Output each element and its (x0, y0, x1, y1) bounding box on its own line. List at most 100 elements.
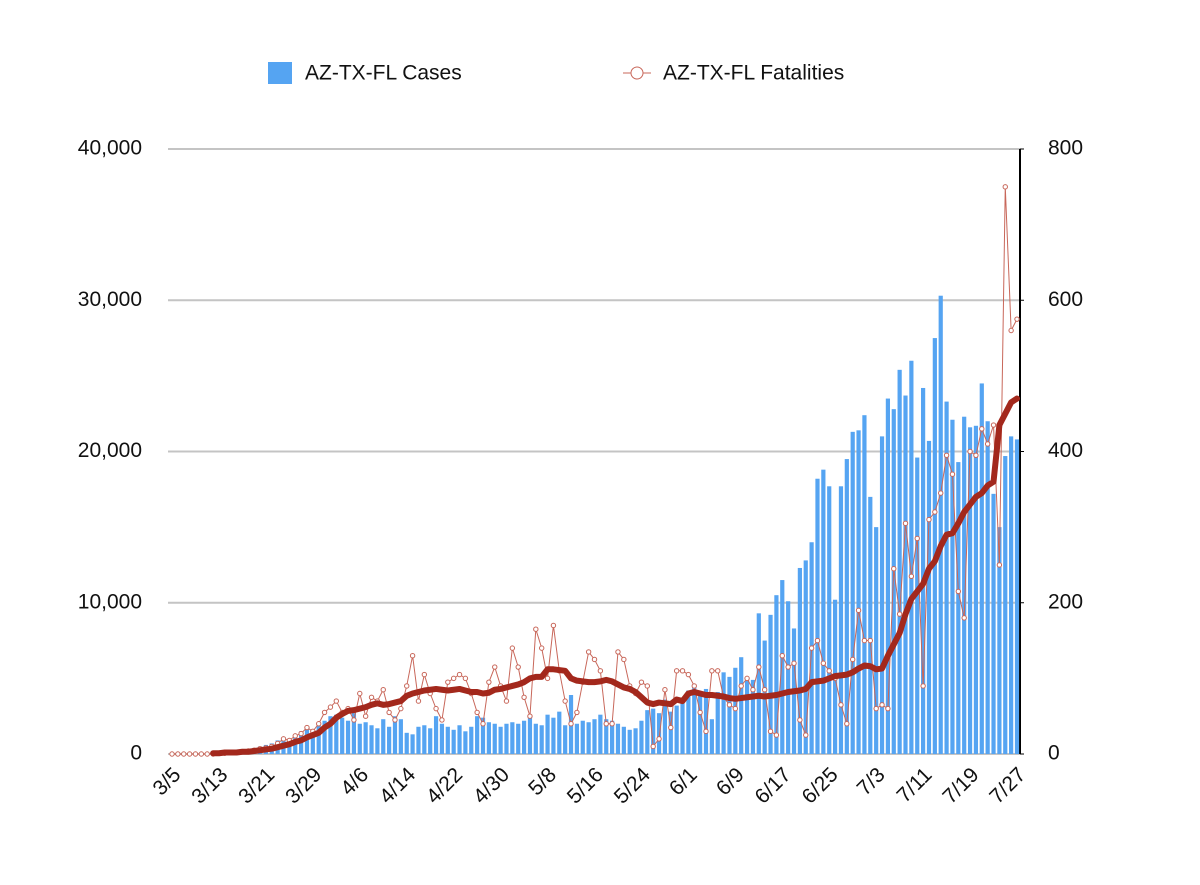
bar (499, 727, 503, 754)
bar (909, 361, 913, 754)
x-tick-label: 7/3 (853, 763, 890, 800)
bar (1015, 439, 1019, 754)
bar (416, 727, 420, 754)
fatality-point (451, 676, 455, 680)
fatality-point (516, 665, 520, 669)
bar (540, 725, 544, 754)
bar (493, 724, 497, 754)
fatality-point (856, 608, 860, 612)
bar (657, 713, 661, 754)
fatality-point (539, 646, 543, 650)
fatality-point (551, 623, 555, 627)
bar (827, 486, 831, 754)
fatality-point (293, 734, 297, 738)
fatality-point (328, 705, 332, 709)
fatality-point (862, 638, 866, 642)
bar (645, 710, 649, 754)
fatality-point (416, 699, 420, 703)
fatality-point (909, 574, 913, 578)
bar (510, 722, 514, 754)
fatality-point (704, 729, 708, 733)
bar (815, 479, 819, 754)
x-tick-label: 4/30 (469, 763, 514, 808)
fatality-point (809, 646, 813, 650)
bar (469, 727, 473, 754)
bar (851, 432, 855, 754)
bar (475, 716, 479, 754)
bar (440, 724, 444, 754)
bar (399, 719, 403, 754)
fatality-point (669, 725, 673, 729)
legend-marker (631, 67, 643, 79)
y2-tick-label: 200 (1048, 590, 1083, 613)
fatality-point (393, 718, 397, 722)
fatality-point (927, 517, 931, 521)
fatality-point (193, 752, 197, 756)
fatality-point (651, 744, 655, 748)
fatality-point (698, 710, 702, 714)
fatality-point (422, 672, 426, 676)
fatality-point (299, 731, 303, 735)
fatality-point (933, 510, 937, 514)
x-tick-label: 6/17 (751, 763, 796, 808)
fatality-point (821, 661, 825, 665)
bar (862, 415, 866, 754)
fatality-point (991, 423, 995, 427)
bar (457, 725, 461, 754)
y-tick-label: 0 (130, 742, 142, 765)
fatality-point (317, 722, 321, 726)
fatality-point (463, 676, 467, 680)
bar (798, 568, 802, 754)
bar (704, 689, 708, 754)
fatality-point (897, 612, 901, 616)
bar (581, 721, 585, 754)
bar (598, 715, 602, 754)
bar (927, 441, 931, 754)
fatality-point (774, 733, 778, 737)
fatality-point (387, 710, 391, 714)
fatality-point (939, 491, 943, 495)
fatality-point (845, 722, 849, 726)
fatality-point (410, 653, 414, 657)
x-tick-label: 7/27 (985, 763, 1030, 808)
bar (387, 727, 391, 754)
x-tick-label: 3/21 (234, 763, 279, 808)
bar (1003, 456, 1007, 754)
fatality-point (205, 752, 209, 756)
y-tick-label: 40,000 (78, 137, 142, 160)
bar (551, 718, 555, 754)
x-tick-label: 5/16 (563, 763, 608, 808)
fatality-point (187, 752, 191, 756)
bar (786, 601, 790, 754)
x-tick-label: 6/9 (712, 763, 749, 800)
bar (839, 486, 843, 754)
x-tick-label: 6/1 (665, 763, 702, 800)
fatality-point (921, 684, 925, 688)
fatality-point (674, 669, 678, 673)
bar (622, 727, 626, 754)
bar (405, 733, 409, 754)
bar (933, 338, 937, 754)
fatality-point (792, 661, 796, 665)
fatality-point (757, 665, 761, 669)
fatality-point (369, 695, 373, 699)
fatality-point (363, 714, 367, 718)
fatality-point (510, 646, 514, 650)
bar (358, 724, 362, 754)
fatality-point (692, 684, 696, 688)
fatality-point (739, 684, 743, 688)
fatality-point (985, 442, 989, 446)
bar (446, 727, 450, 754)
fatality-point (950, 472, 954, 476)
fatality-point (182, 752, 186, 756)
bar (1009, 436, 1013, 754)
fatality-point (892, 567, 896, 571)
y2-tick-label: 0 (1048, 742, 1060, 765)
bar (986, 421, 990, 754)
fatality-point (686, 672, 690, 676)
x-tick-label: 3/13 (187, 763, 232, 808)
fatality-point (874, 706, 878, 710)
fatality-point (868, 638, 872, 642)
bar (381, 719, 385, 754)
